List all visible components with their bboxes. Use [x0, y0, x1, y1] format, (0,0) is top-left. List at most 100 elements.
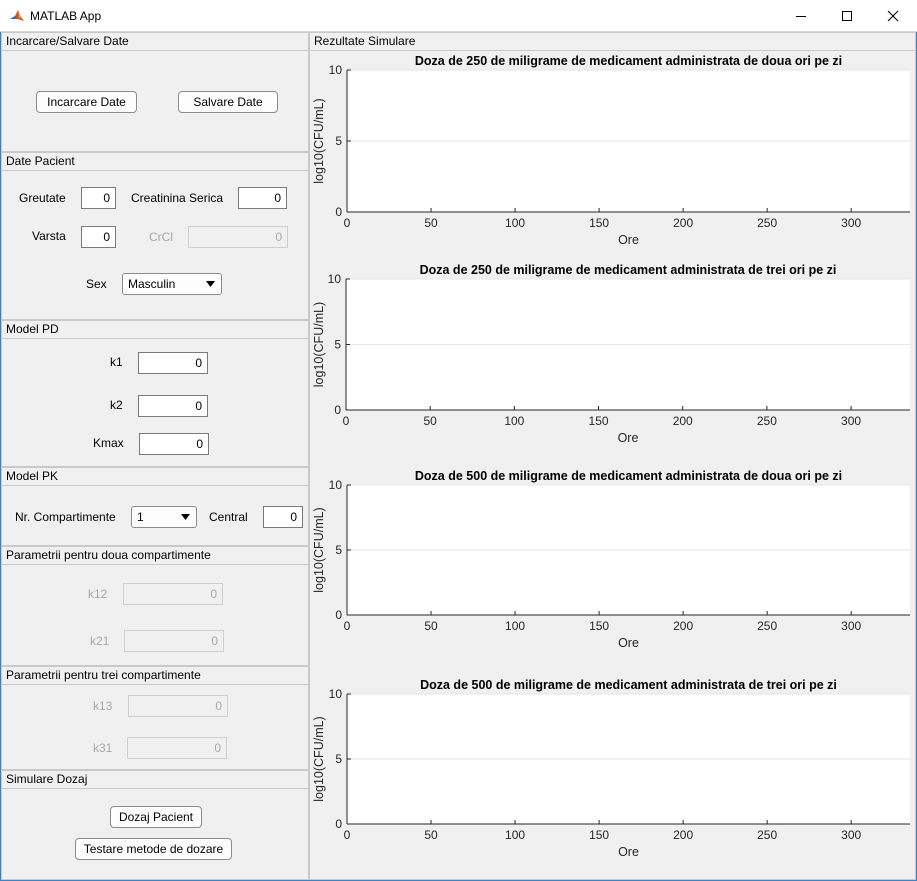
patient-dosing-button[interactable]: Dozaj Pacient: [110, 806, 202, 828]
kmax-field[interactable]: 0: [139, 433, 209, 455]
chart-4: 0 50 100 150 200 250 300 0 5 10 Doza de 500 de mil…: [310, 675, 915, 871]
close-button[interactable]: [870, 0, 916, 32]
k21-field: 0: [124, 630, 224, 652]
chart-svg: 0 50 100 150 200 250 300 0 5 10 Doza de 250 de mil…: [312, 263, 910, 445]
x-tick-label: 300: [841, 828, 861, 842]
k13-label: k13: [93, 699, 113, 713]
two-compartments-panel: Parametrii pentru doua compartimente k12…: [1, 546, 309, 666]
x-tick-label: 200: [673, 414, 693, 428]
x-axis-label: Ore: [618, 233, 639, 247]
x-tick-label: 250: [757, 216, 777, 230]
x-tick-label: 50: [423, 414, 437, 428]
close-icon: [887, 10, 899, 22]
central-label: Central: [209, 510, 248, 524]
chart-svg: 0 50 100 150 200 250 300 0 5 10 Doza de 500 de mil…: [312, 678, 910, 859]
y-tick-label: 0: [335, 608, 342, 622]
panel-title: Parametrii pentru trei compartimente: [2, 667, 308, 685]
k31-label: k31: [93, 741, 113, 755]
y-axis-label: log10(CFU/mL): [312, 302, 326, 387]
y-tick-label: 5: [335, 543, 342, 557]
x-tick-label: 150: [589, 216, 609, 230]
compartments-dropdown[interactable]: 1: [131, 506, 197, 528]
y-tick-label: 10: [329, 478, 343, 492]
maximize-button[interactable]: [824, 0, 870, 32]
window-title: MATLAB App: [30, 9, 102, 23]
y-tick-label: 10: [329, 687, 343, 701]
y-axis-label: log10(CFU/mL): [312, 716, 326, 801]
panel-title: Model PD: [2, 321, 308, 339]
sex-dropdown[interactable]: Masculin: [122, 273, 222, 295]
y-tick-label: 5: [335, 134, 342, 148]
creatinine-field[interactable]: 0: [238, 187, 287, 209]
y-tick-label: 0: [334, 403, 341, 417]
crcl-field: 0: [188, 226, 288, 248]
k2-field[interactable]: 0: [138, 395, 208, 417]
y-tick-label: 10: [329, 63, 343, 77]
panel-title: Date Pacient: [2, 153, 308, 171]
x-tick-label: 200: [673, 619, 693, 633]
x-axis-label: Ore: [618, 636, 639, 650]
central-field[interactable]: 0: [263, 506, 303, 528]
weight-field[interactable]: 0: [81, 187, 116, 209]
maximize-icon: [842, 11, 852, 21]
sex-value: Masculin: [128, 277, 176, 291]
three-compartments-panel: Parametrii pentru trei compartimente k13…: [1, 666, 309, 770]
chart-3: 0 50 100 150 200 250 300 0 5 10 Doza de 500 de mil…: [310, 466, 915, 662]
x-tick-label: 0: [344, 216, 351, 230]
compartments-value: 1: [137, 510, 144, 524]
title-bar: MATLAB App: [0, 0, 917, 32]
x-tick-label: 50: [424, 619, 438, 633]
k13-field: 0: [128, 695, 228, 717]
x-tick-label: 300: [841, 216, 861, 230]
patient-panel: Date Pacient Greutate 0 Creatinina Seric…: [1, 152, 309, 320]
y-tick-label: 5: [335, 752, 342, 766]
minimize-button[interactable]: [778, 0, 824, 32]
y-tick-label: 0: [335, 817, 342, 831]
chart-title: Doza de 500 de miligrame de medicament a…: [420, 678, 837, 692]
chart-1: 0 50 100 150 200 250 300 0 5 10 Doza de 250 de mil…: [310, 52, 915, 248]
x-tick-label: 0: [343, 414, 350, 428]
test-dosing-methods-button[interactable]: Testare metode de dozare: [75, 838, 232, 860]
compartments-label: Nr. Compartimente: [15, 510, 116, 524]
k2-label: k2: [110, 398, 123, 412]
k12-field: 0: [123, 583, 223, 605]
save-data-button[interactable]: Salvare Date: [178, 91, 278, 113]
x-tick-label: 300: [841, 619, 861, 633]
kmax-label: Kmax: [93, 436, 124, 450]
load-save-panel: Incarcare/Salvare Date Incarcare Date Sa…: [1, 32, 309, 152]
x-tick-label: 150: [589, 414, 609, 428]
age-field[interactable]: 0: [81, 226, 116, 248]
x-tick-label: 50: [424, 216, 438, 230]
load-data-button[interactable]: Incarcare Date: [36, 91, 137, 113]
chart-title: Doza de 250 de miligrame de medicament a…: [415, 54, 842, 68]
x-tick-label: 0: [344, 619, 351, 633]
age-label: Varsta: [32, 229, 66, 243]
panel-title: Parametrii pentru doua compartimente: [2, 547, 308, 565]
matlab-logo-icon: [9, 8, 25, 24]
minimize-icon: [796, 16, 806, 17]
k1-label: k1: [110, 355, 123, 369]
chart-svg: 0 50 100 150 200 250 300 0 5 10 Doza de 500 de mil…: [312, 469, 910, 650]
panel-title: Model PK: [2, 468, 308, 486]
k12-label: k12: [88, 587, 108, 601]
dosing-panel: Simulare Dozaj Dozaj Pacient Testare met…: [1, 770, 309, 880]
y-tick-label: 10: [328, 272, 342, 286]
chart-2: 0 50 100 150 200 250 300 0 5 10 Doza de 250 de mil…: [310, 262, 915, 458]
x-tick-label: 100: [505, 619, 525, 633]
creatinine-label: Creatinina Serica: [131, 191, 224, 205]
x-tick-label: 250: [757, 414, 777, 428]
x-tick-label: 150: [589, 828, 609, 842]
panel-title: Simulare Dozaj: [2, 771, 308, 789]
k1-field[interactable]: 0: [138, 352, 208, 374]
x-tick-label: 100: [505, 828, 525, 842]
chevron-down-icon: [181, 514, 190, 520]
x-tick-label: 250: [757, 828, 777, 842]
panel-title: Incarcare/Salvare Date: [2, 33, 308, 51]
x-axis-label: Ore: [618, 431, 639, 445]
chart-title: Doza de 500 de miligrame de medicament a…: [415, 469, 842, 483]
x-tick-label: 300: [841, 414, 861, 428]
sex-label: Sex: [86, 277, 107, 291]
x-tick-label: 100: [505, 216, 525, 230]
y-axis-label: log10(CFU/mL): [312, 507, 326, 592]
x-tick-label: 50: [424, 828, 438, 842]
